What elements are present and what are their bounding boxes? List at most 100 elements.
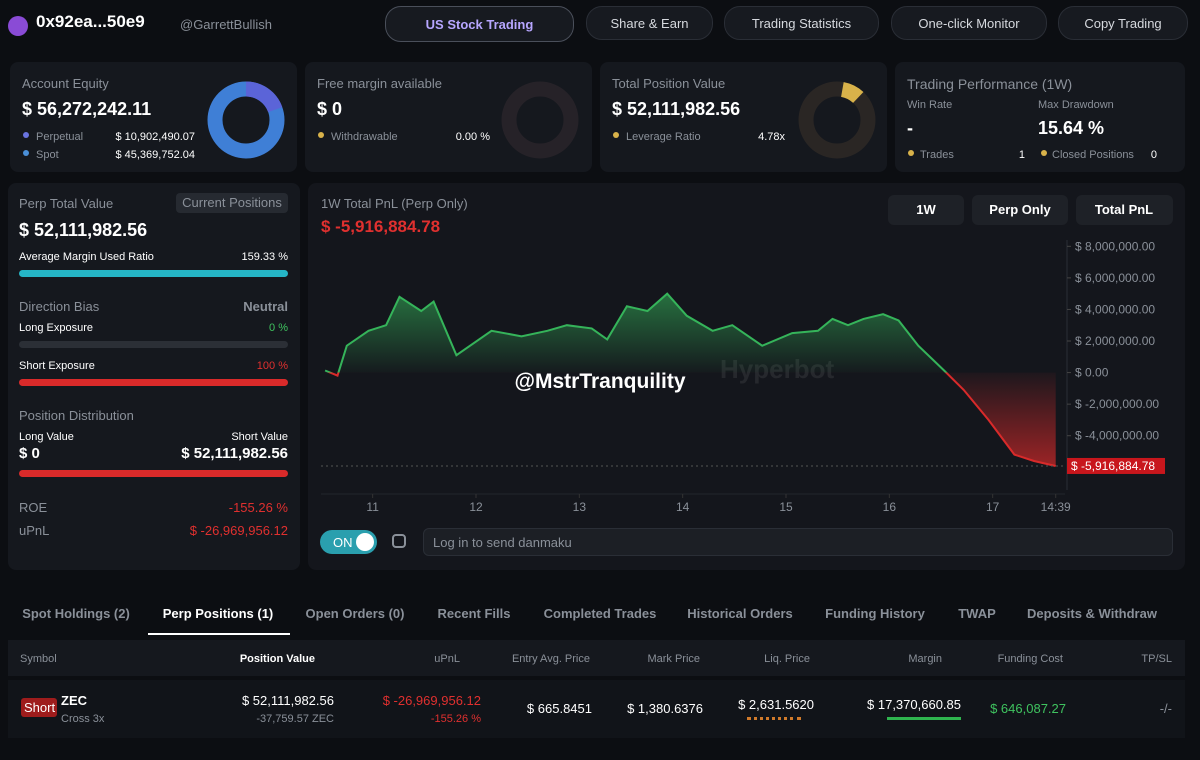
value: $ 0 (317, 99, 343, 119)
tab[interactable]: TWAP (958, 606, 996, 621)
tab[interactable]: Funding History (825, 606, 925, 621)
value: $ 52,111,982.56 (181, 445, 288, 462)
value: $ 1,380.6376 (627, 701, 703, 716)
label: Short Value (231, 431, 288, 443)
tab[interactable]: Spot Holdings (2) (22, 606, 130, 621)
legend-dot (318, 132, 324, 138)
value: 0 % (269, 322, 288, 334)
x-tick-label: 12 (469, 500, 483, 514)
nav-button[interactable]: Copy Trading (1058, 6, 1188, 40)
label: Closed Positions (1052, 149, 1134, 161)
control-label[interactable]: 1W (916, 202, 936, 217)
panel (8, 183, 300, 570)
pnl-area (325, 293, 1056, 466)
column-header: Mark Price (647, 653, 700, 665)
placeholder: Log in to send danmaku (433, 535, 572, 550)
value: 15.64 % (1038, 118, 1105, 138)
chart-headline: $ -5,916,884.78 (321, 217, 441, 236)
label: Trades (920, 149, 954, 161)
legend-dot (613, 132, 619, 138)
tab[interactable]: Deposits & Withdraw (1027, 606, 1157, 621)
current-tag-label: $ -5,916,884.78 (1071, 459, 1155, 473)
nav-button[interactable]: Share & Earn (586, 6, 713, 40)
x-tick-label: 14 (676, 500, 690, 514)
y-tick-label: $ -4,000,000.00 (1075, 429, 1159, 443)
value: $ -26,969,956.12 (189, 523, 288, 538)
distribution-bar (19, 470, 288, 477)
value: -37,759.57 ZEC (256, 713, 334, 725)
x-tick-label: 16 (883, 500, 897, 514)
watermark-handle: @MstrTranquility (515, 370, 686, 393)
control[interactable] (1076, 195, 1173, 225)
donut (501, 81, 579, 159)
tab[interactable]: Perp Positions (1) (162, 606, 274, 621)
label: Withdrawable (331, 131, 398, 143)
column-header: Funding Cost (997, 653, 1063, 665)
donut-segment (207, 81, 285, 159)
column-header: Entry Avg. Price (511, 653, 590, 665)
value: $ 17,370,660.85 (867, 697, 961, 712)
label: Trading Performance (1W) (907, 76, 1073, 92)
label: Account Equity (22, 76, 109, 91)
handle: @GarrettBullish (180, 17, 272, 32)
short-bar (19, 379, 288, 386)
avatar (8, 16, 28, 36)
value: $ 52,111,982.56 (612, 99, 741, 119)
y-tick-label: $ 0.00 (1075, 366, 1109, 380)
value: 159.33 % (241, 251, 288, 263)
settings-icon[interactable] (392, 534, 406, 548)
value: -/- (1159, 701, 1172, 716)
nav-button[interactable]: Trading Statistics (724, 6, 879, 40)
legend-dot (23, 150, 29, 156)
symbol: ZEC (61, 693, 87, 708)
value: $ 56,272,242.11 (22, 99, 152, 119)
value: -155.26 % (228, 500, 288, 515)
control[interactable] (888, 195, 964, 225)
mode: Cross 3x (61, 713, 105, 725)
danmaku-input[interactable] (423, 528, 1173, 556)
value: $ 45,369,752.04 (115, 149, 195, 161)
control[interactable] (972, 195, 1068, 225)
card (895, 62, 1185, 172)
current-tag (1067, 457, 1165, 474)
x-tick-label: 14:39 (1041, 500, 1071, 514)
value: $ 2,631.5620 (738, 697, 814, 712)
value: $ 665.8451 (526, 701, 592, 716)
column-header: Symbol (20, 653, 57, 665)
label: Spot (36, 149, 59, 161)
nav-button[interactable]: One-click Monitor (891, 6, 1047, 40)
table-header (8, 640, 1185, 676)
label: Long Exposure (19, 322, 93, 334)
tab[interactable]: Current Positions (182, 195, 282, 210)
chart-title: 1W Total PnL (Perp Only) (321, 196, 468, 211)
label: Perp Total Value (19, 196, 114, 211)
label: Leverage Ratio (626, 131, 701, 143)
value: $ 52,111,982.56 (19, 220, 148, 240)
y-tick-label: $ 6,000,000.00 (1075, 271, 1155, 285)
label: Max Drawdown (1038, 99, 1114, 111)
value: $ 646,087.27 (990, 701, 1066, 716)
donut (798, 81, 876, 159)
value: 100 % (256, 360, 288, 372)
x-tick-label: 15 (779, 500, 793, 514)
value: 1 (1018, 149, 1025, 161)
legend-dot (908, 150, 914, 156)
toggle[interactable] (320, 530, 377, 554)
tab[interactable]: Completed Trades (543, 606, 657, 621)
tab[interactable]: Open Orders (0) (305, 606, 405, 621)
toggle-label[interactable]: ON (333, 535, 353, 550)
tab[interactable]: Historical Orders (687, 606, 793, 621)
nav-button[interactable]: US Stock Trading (385, 6, 574, 42)
column-header: Position Value (239, 653, 315, 665)
side-badge (21, 698, 57, 717)
value: $ 52,111,982.56 (241, 693, 334, 708)
control-label[interactable]: Total PnL (1094, 202, 1154, 217)
tab-bg[interactable] (176, 193, 288, 213)
label: Short Exposure (19, 360, 95, 372)
tab[interactable]: Recent Fills (437, 606, 511, 621)
margin-indicator (887, 717, 961, 720)
value: 0 (1150, 149, 1157, 161)
control-label[interactable]: Perp Only (989, 202, 1051, 217)
